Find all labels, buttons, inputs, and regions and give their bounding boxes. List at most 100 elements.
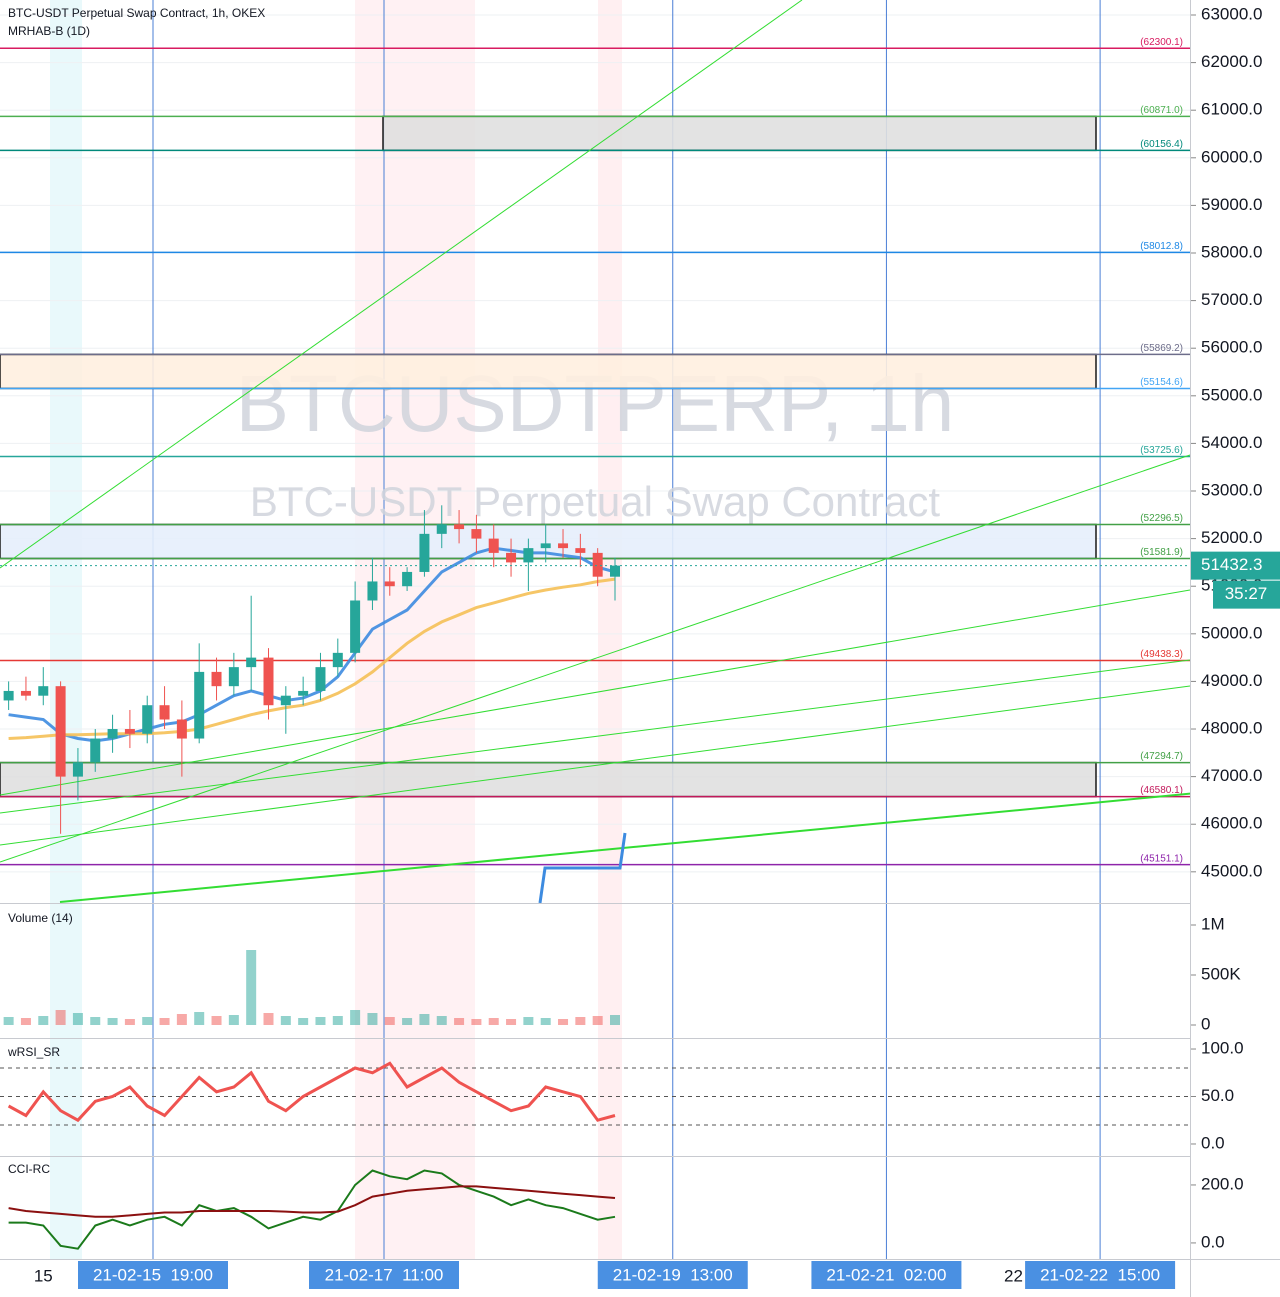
x-tick-label: 15	[34, 1266, 53, 1285]
y-tick-label: 53000.0	[1201, 480, 1262, 499]
y-tick-label: 100.0	[1201, 1039, 1244, 1058]
y-tick-label: 54000.0	[1201, 433, 1262, 452]
volume-bar	[610, 1015, 620, 1025]
volume-bar	[228, 1015, 239, 1025]
level-label: (60156.4)	[1140, 139, 1183, 150]
volume-bar	[540, 1018, 551, 1025]
volume-bar	[488, 1018, 499, 1025]
y-tick-label: 46000.0	[1201, 814, 1262, 833]
chart-title: BTC-USDT Perpetual Swap Contract, 1h, OK…	[8, 6, 265, 20]
plot	[0, 505, 1190, 1250]
date-label: 21-02-17 11:00	[325, 1265, 444, 1284]
volume-bar	[558, 1019, 569, 1025]
candle-body	[315, 667, 326, 691]
candle-body	[246, 657, 257, 668]
volume-bar	[436, 1016, 447, 1025]
price-axis	[1191, 0, 1280, 1259]
pane-title: Volume (14)	[8, 911, 73, 925]
level-label: (52296.5)	[1140, 513, 1183, 524]
candle-body	[211, 671, 222, 687]
volume-bar	[315, 1017, 326, 1025]
candle-body	[350, 600, 361, 653]
candle-body	[575, 548, 586, 553]
countdown-box	[1213, 580, 1280, 609]
volume-bar	[384, 1017, 395, 1025]
chart-subtitle: MRHAB-B (1D)	[8, 24, 90, 38]
candle-body	[506, 552, 517, 563]
indicator-line	[7, 1061, 616, 1123]
candle-body	[280, 695, 291, 706]
y-tick-label: 49000.0	[1201, 671, 1262, 690]
y-tick-label: 63000.0	[1201, 4, 1262, 23]
candle-body	[488, 538, 499, 553]
candle-body	[142, 705, 153, 734]
level-label: (62300.1)	[1140, 37, 1183, 48]
candle-body	[523, 548, 534, 563]
volume-bar	[419, 1014, 430, 1025]
candle-body	[72, 762, 83, 777]
volume-bar	[263, 1013, 274, 1025]
volume-bar	[90, 1017, 101, 1025]
trend-line	[0, 454, 1191, 863]
volume-bar	[246, 950, 257, 1025]
candle-body	[610, 565, 620, 577]
candle-body	[159, 705, 170, 720]
candle-body	[107, 729, 118, 739]
volume-bar	[367, 1013, 378, 1025]
pane-title: wRSI_SR	[7, 1045, 60, 1059]
volume-bar	[107, 1018, 118, 1025]
indicator-line	[8, 1169, 616, 1250]
moving-average	[8, 546, 616, 743]
y-tick-label: 52000.0	[1201, 528, 1262, 547]
y-tick-label: 200.0	[1201, 1174, 1244, 1193]
y-tick-label: 500K	[1201, 964, 1241, 983]
candle-body	[402, 571, 413, 587]
candle-body	[3, 690, 14, 701]
candle-body	[332, 652, 343, 668]
level-label: (45151.1)	[1140, 853, 1183, 864]
level-label: (58012.8)	[1140, 241, 1183, 252]
volume-bar	[592, 1016, 603, 1025]
step-line	[538, 832, 627, 904]
session-band	[598, 0, 622, 1259]
axes: 45000.0 46000.0 47000.0 48000.0 49000.0 50000…	[34, 4, 1280, 1289]
y-tick-label: 45000.0	[1201, 861, 1262, 880]
date-label-box	[78, 1261, 228, 1289]
volume-bar	[506, 1019, 517, 1025]
y-tick-label: 50.0	[1201, 1086, 1234, 1105]
level-label: (51581.9)	[1140, 547, 1183, 558]
candle-body	[471, 529, 482, 539]
volume-bar	[280, 1016, 291, 1025]
indicator-line	[8, 1185, 616, 1218]
trend-line	[0, 0, 803, 569]
y-tick-label: 48000.0	[1201, 719, 1262, 738]
y-tick-label: 1M	[1201, 914, 1225, 933]
level-label: (46580.1)	[1140, 785, 1183, 796]
volume-bar	[142, 1017, 153, 1025]
candle-body	[558, 543, 569, 549]
y-tick-label: 57000.0	[1201, 290, 1262, 309]
candle-body	[124, 729, 135, 734]
y-tick-label: 0.0	[1201, 1133, 1225, 1152]
candle-body	[263, 657, 274, 706]
candle-body	[38, 686, 49, 696]
candle-body	[454, 524, 465, 530]
volume-bar	[211, 1016, 222, 1025]
candle-body	[436, 524, 447, 534]
last-price-box	[1191, 551, 1280, 580]
y-tick-label: 62000.0	[1201, 52, 1262, 71]
candle-body	[176, 719, 187, 739]
date-label-box	[811, 1261, 962, 1289]
volume-bar	[159, 1018, 170, 1025]
volume-bar	[454, 1018, 465, 1025]
pane-title: CCI-RC	[8, 1162, 50, 1176]
y-tick-label: 55000.0	[1201, 385, 1262, 404]
volume-bar	[124, 1019, 135, 1025]
last-price-label: 51432.3	[1201, 555, 1262, 574]
y-tick-label: 56000.0	[1201, 338, 1262, 357]
y-tick-label: 50000.0	[1201, 623, 1262, 642]
volume-bar	[72, 1013, 83, 1025]
session-band	[355, 0, 475, 1259]
